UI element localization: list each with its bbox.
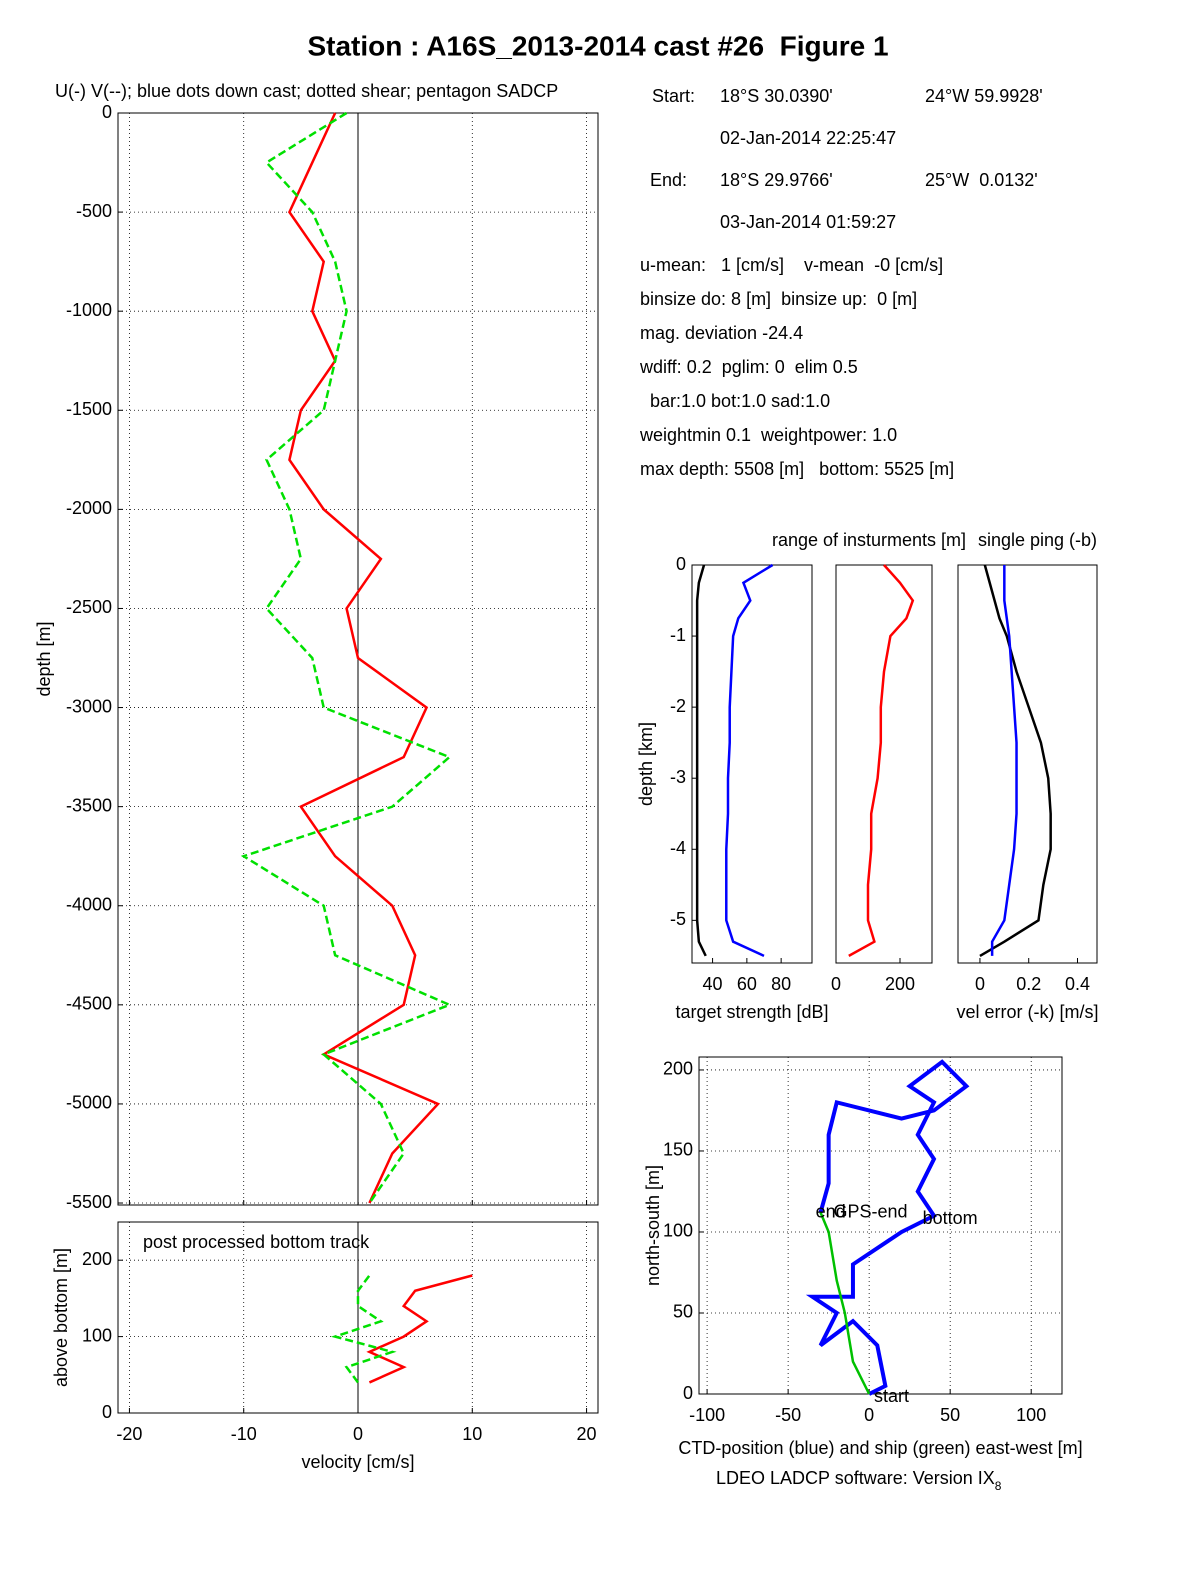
info-text: bar:1.0 bot:1.0 sad:1.0 (640, 391, 830, 411)
footer: LDEO LADCP software: Version IX8 (716, 1468, 1002, 1493)
x-tick-label: 100 (1016, 1405, 1046, 1425)
x-tick-label: -10 (231, 1424, 257, 1444)
plot-frame (691, 564, 813, 964)
y-axis-label: above bottom [m] (51, 1248, 71, 1387)
x-axis-label: CTD-position (blue) and ship (green) eas… (678, 1438, 1082, 1458)
series-line (848, 564, 915, 957)
plot-frame (835, 564, 933, 964)
x-tick-label: 10 (462, 1424, 482, 1444)
series-line (725, 563, 774, 958)
x-tick-label: 0 (975, 974, 985, 994)
x-tick-label: 50 (940, 1405, 960, 1425)
series-line (990, 565, 1018, 956)
y-tick-label: -3 (670, 767, 686, 787)
x-tick-label: 0 (353, 1424, 363, 1444)
panel-title: range of insturments [m] (772, 530, 966, 550)
series-line (366, 1274, 473, 1384)
info-text: 18°S 29.9766' (720, 170, 833, 190)
info-text: Start: (652, 86, 695, 106)
info-text: binsize do: 8 [m] binsize up: 0 [m] (640, 289, 917, 309)
series-line (287, 112, 441, 1204)
y-tick-label: -3500 (66, 795, 112, 815)
series-line (330, 1274, 397, 1384)
x-axis-label: velocity [cm/s] (301, 1452, 414, 1472)
panel-title: single ping (-b) (978, 530, 1097, 550)
y-tick-label: 0 (102, 102, 112, 122)
plot-frame (698, 1056, 1063, 1395)
footer-text: LDEO LADCP software: Version IX (716, 1468, 995, 1488)
x-axis-label: target strength [dB] (675, 1002, 828, 1022)
info-text: 03-Jan-2014 01:59:27 (720, 212, 896, 232)
x-tick-label: -50 (775, 1405, 801, 1425)
x-tick-label: 0.4 (1065, 974, 1090, 994)
y-tick-label: 150 (663, 1140, 693, 1160)
info-text: wdiff: 0.2 pglim: 0 elim 0.5 (639, 357, 858, 377)
y-tick-label: 50 (673, 1302, 693, 1322)
x-tick-label: 80 (771, 974, 791, 994)
y-tick-label: 100 (82, 1325, 112, 1345)
series-line (695, 564, 707, 957)
y-tick-label: -5 (670, 909, 686, 929)
plot-frame (957, 564, 1098, 964)
x-tick-label: 0.2 (1016, 974, 1041, 994)
subtitle: U(-) V(--); blue dots down cast; dotted … (55, 81, 558, 101)
y-tick-label: -500 (76, 201, 112, 221)
x-tick-label: 20 (577, 1424, 597, 1444)
y-tick-label: 200 (663, 1059, 693, 1079)
y-tick-label: -5500 (66, 1192, 112, 1212)
y-tick-label: 0 (683, 1383, 693, 1403)
point-label: bottom (923, 1208, 978, 1228)
series-line (240, 111, 453, 1204)
x-tick-label: 200 (885, 974, 915, 994)
annotation: post processed bottom track (143, 1232, 370, 1252)
info-text: max depth: 5508 [m] bottom: 5525 [m] (640, 459, 954, 479)
y-axis-label: north-south [m] (643, 1165, 663, 1286)
figure-title: Station : A16S_2013-2014 cast #26 Figure… (307, 30, 888, 61)
y-tick-label: -5000 (66, 1093, 112, 1113)
series-line (979, 564, 1052, 957)
point-label: end (816, 1201, 846, 1221)
x-tick-label: 0 (831, 974, 841, 994)
y-tick-label: -1000 (66, 300, 112, 320)
y-tick-label: -3000 (66, 696, 112, 716)
series-line (819, 1212, 871, 1395)
y-tick-label: 0 (102, 1402, 112, 1422)
x-tick-label: -20 (116, 1424, 142, 1444)
y-axis-label: depth [m] (34, 621, 54, 696)
info-text: 18°S 30.0390' (720, 86, 833, 106)
y-tick-label: 200 (82, 1249, 112, 1269)
x-tick-label: 60 (737, 974, 757, 994)
point-label: GPS-end (834, 1201, 908, 1221)
y-tick-label: -2000 (66, 498, 112, 518)
point-label: start (874, 1386, 909, 1406)
info-text: u-mean: 1 [cm/s] v-mean -0 [cm/s] (640, 255, 943, 275)
y-tick-label: -4 (670, 838, 686, 858)
y-axis-label: depth [km] (636, 722, 656, 806)
x-tick-label: -100 (689, 1405, 725, 1425)
series-line (805, 1059, 970, 1396)
info-text: 02-Jan-2014 22:25:47 (720, 128, 896, 148)
info-text: 24°W 59.9928' (925, 86, 1043, 106)
x-axis-label: vel error (-k) [m/s] (957, 1002, 1099, 1022)
info-text: 25°W 0.0132' (925, 170, 1038, 190)
info-text: End: (650, 170, 687, 190)
footer-sub: 8 (995, 1479, 1002, 1493)
y-tick-label: -1500 (66, 399, 112, 419)
y-tick-label: -2 (670, 696, 686, 716)
y-tick-label: -4000 (66, 894, 112, 914)
y-tick-label: -1 (670, 625, 686, 645)
x-tick-label: 40 (703, 974, 723, 994)
info-text: weightmin 0.1 weightpower: 1.0 (639, 425, 897, 445)
y-tick-label: -2500 (66, 597, 112, 617)
y-tick-label: 0 (676, 554, 686, 574)
info-text: mag. deviation -24.4 (640, 323, 803, 343)
y-tick-label: 100 (663, 1221, 693, 1241)
x-tick-label: 0 (864, 1405, 874, 1425)
y-tick-label: -4500 (66, 994, 112, 1014)
